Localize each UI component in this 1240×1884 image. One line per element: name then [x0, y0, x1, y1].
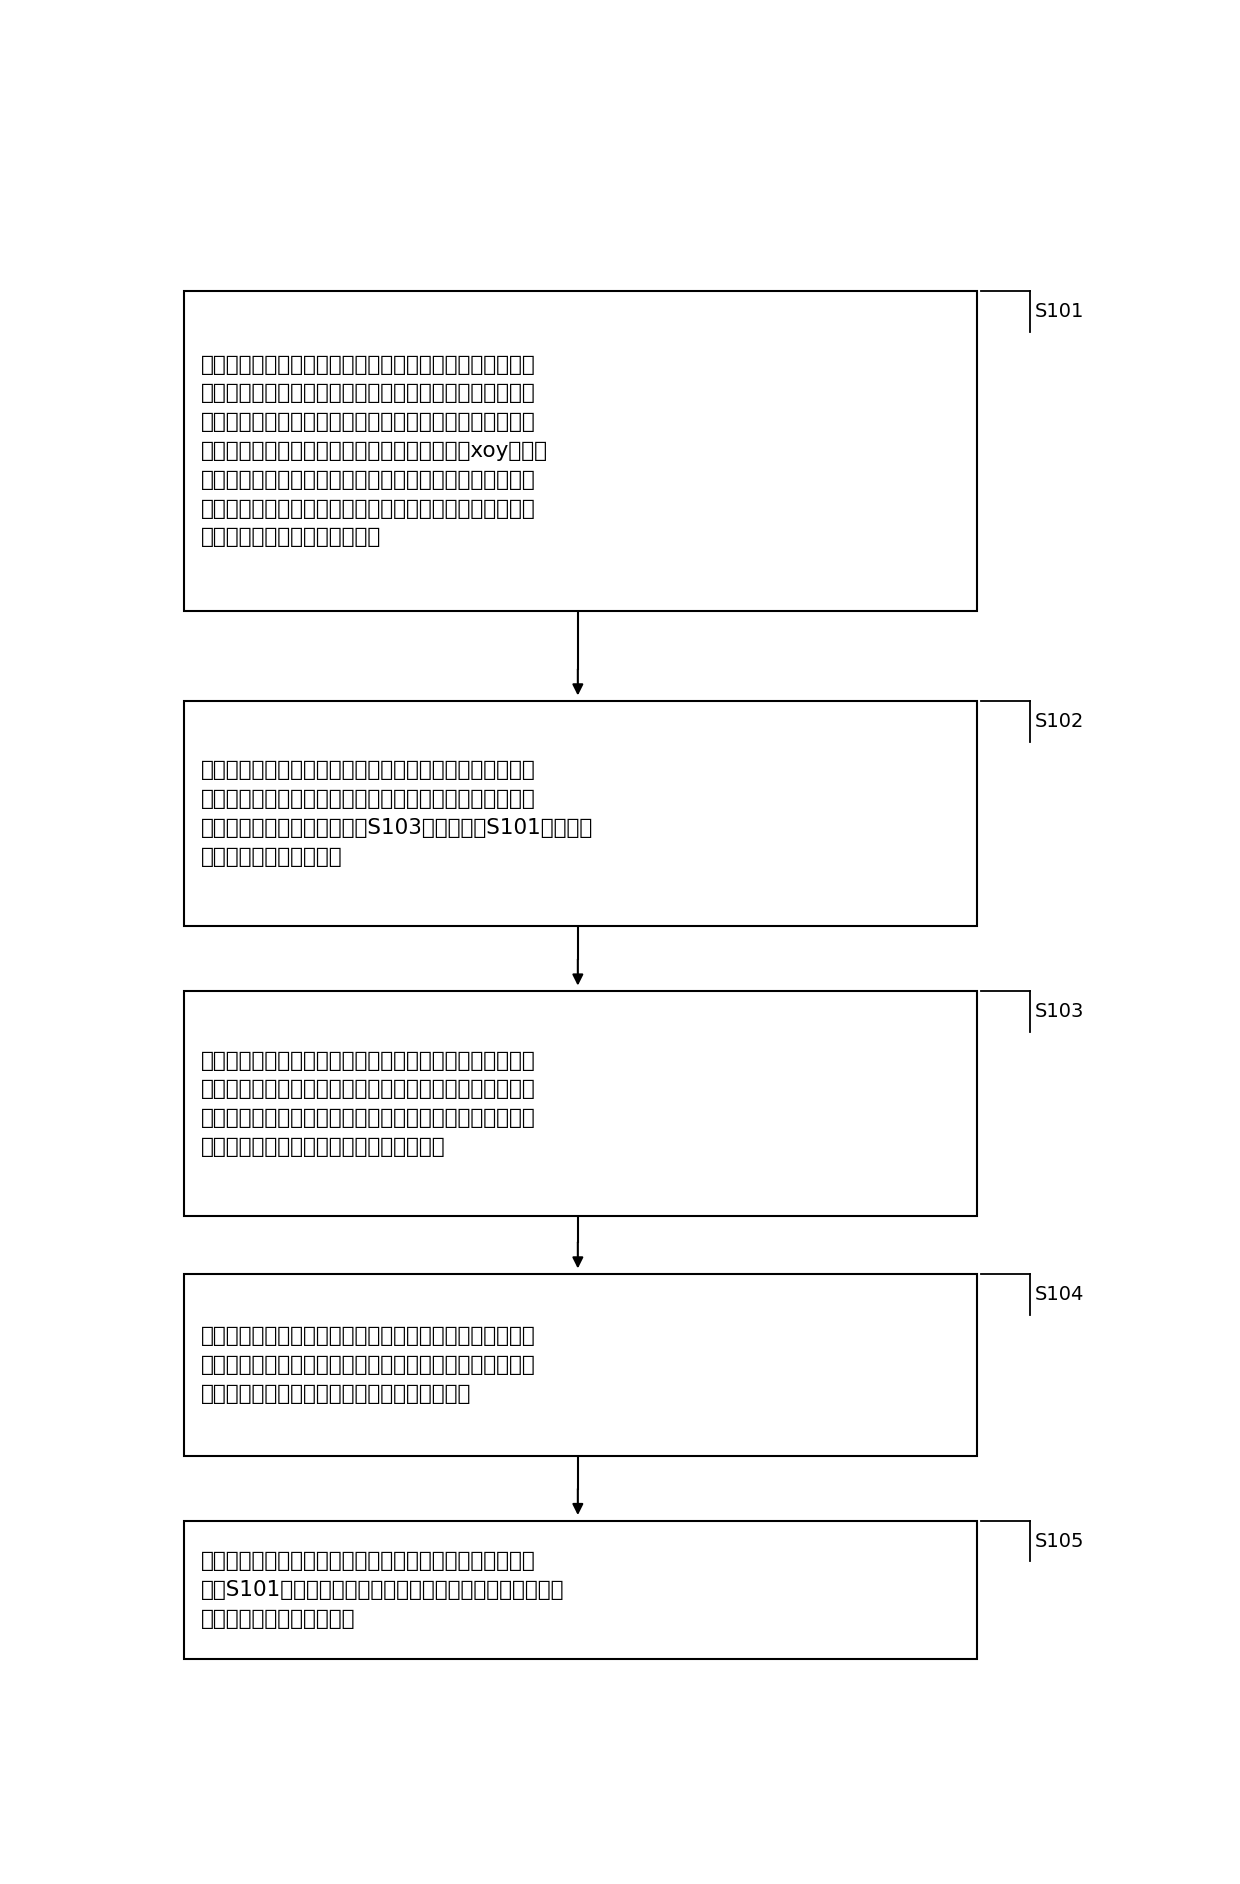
Bar	[184, 701, 977, 927]
Text: 利用变换后的三个位置测量数据得到三维空间转弯机动目标
的转弯率估计；利用变换后的三个位置测量数据和三维空间
转弯机动目标的转弯率估计，得到变换后的三维空间转弯机: 利用变换后的三个位置测量数据得到三维空间转弯机动目标 的转弯率估计；利用变换后的…	[201, 1051, 536, 1157]
Bar	[184, 991, 977, 1217]
Text: S103: S103	[1034, 1002, 1084, 1021]
Text: 分别从三维空间转弯机动目标三个不同时刻的位置测量数据
集中各自取出一个位置测量数据，构成位置测量数据组，用
位置测量数据组中的三个位置测量数据确定坐标变换矩阵，: 分别从三维空间转弯机动目标三个不同时刻的位置测量数据 集中各自取出一个位置测量数…	[201, 354, 548, 548]
Bar	[184, 1520, 977, 1658]
Text: S105: S105	[1034, 1532, 1084, 1551]
Text: S101: S101	[1034, 301, 1084, 320]
Text: S102: S102	[1034, 712, 1084, 731]
Text: 测试变换后的三个位置测量数据是否同时满足三个预设条件
；若能同时满足三个预设条件，用变换后的三个位置测量数
据形成一试探性轨迹，并转入S103；否则转入S101: 测试变换后的三个位置测量数据是否同时满足三个预设条件 ；若能同时满足三个预设条件…	[201, 761, 594, 867]
Text: 利用的坐标变换矩阵对变换后的三维空间转弯机动目标目标
初始状态估计和误差协方差估计进行反变换，得到三维空间
转弯机动目标的初始状态估计和误差协方差估计: 利用的坐标变换矩阵对变换后的三维空间转弯机动目标目标 初始状态估计和误差协方差估…	[201, 1326, 536, 1404]
Bar	[184, 1274, 977, 1456]
Bar	[184, 292, 977, 610]
Text: 在一个位置测量数据组的三个位置测量数据的测试完成后，
转入S101取下一组位置测量数据组进行测试，直至所有的位
置测量数据组都进行了测试: 在一个位置测量数据组的三个位置测量数据的测试完成后， 转入S101取下一组位置测…	[201, 1551, 564, 1628]
Text: S104: S104	[1034, 1285, 1084, 1304]
